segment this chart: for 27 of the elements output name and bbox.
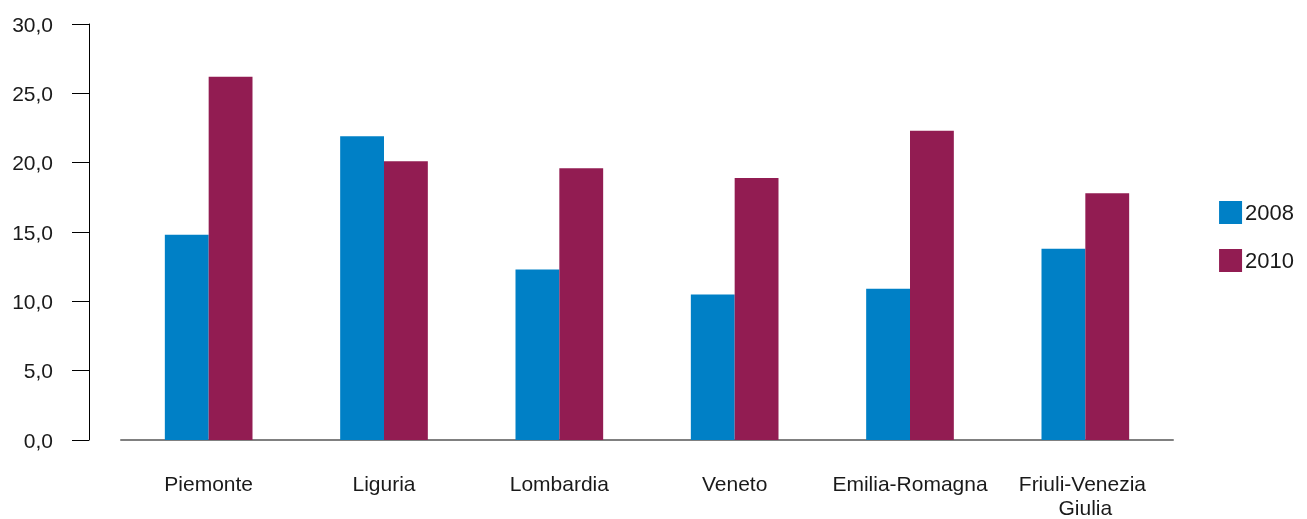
x-tick-label: Piemonte — [164, 471, 254, 495]
x-tick-label: Liguria — [352, 471, 416, 495]
bar — [734, 177, 779, 440]
x-tick-label: Veneto — [701, 471, 768, 495]
bar — [164, 234, 209, 440]
y-tick-label: 20,0 — [12, 151, 53, 175]
legend-label: 2010 — [1245, 248, 1295, 273]
y-tick-label: 5,0 — [23, 359, 53, 383]
y-tick-label: 30,0 — [12, 12, 53, 36]
bar — [208, 76, 253, 440]
bar — [384, 161, 428, 440]
bar — [866, 288, 910, 440]
y-tick-label: 25,0 — [12, 81, 53, 105]
bar — [690, 294, 735, 440]
bar — [340, 136, 384, 440]
bar — [1041, 248, 1086, 440]
x-tick-label: Friuli-Venezia Giulia — [1018, 471, 1152, 519]
bar — [515, 269, 560, 440]
y-tick-label: 15,0 — [12, 220, 53, 244]
bar — [1085, 193, 1130, 440]
bar — [910, 130, 954, 440]
x-tick-label: Emilia-Romagna — [832, 471, 988, 495]
bar — [559, 168, 604, 440]
y-tick-label: 10,0 — [12, 289, 53, 313]
x-tick-label: Lombardia — [509, 471, 610, 495]
legend-label: 2008 — [1245, 200, 1295, 225]
y-tick-label: 0,0 — [23, 428, 53, 452]
